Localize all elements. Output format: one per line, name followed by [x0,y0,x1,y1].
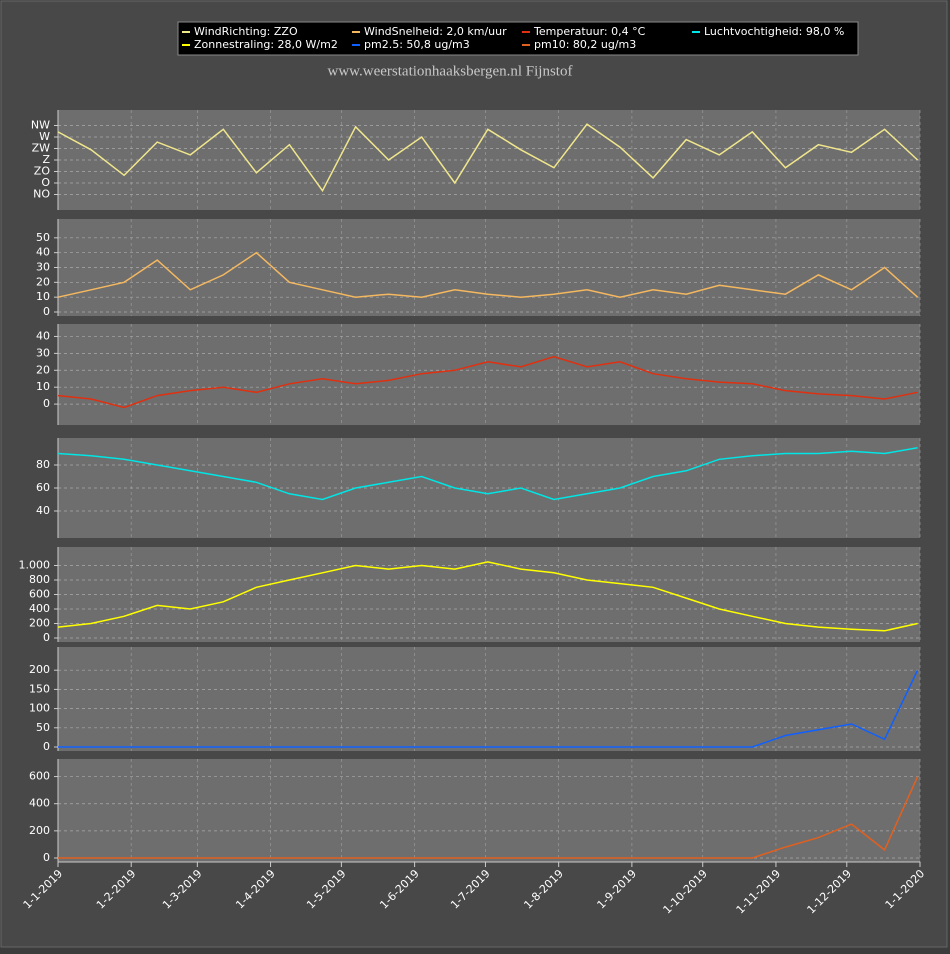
y-tick-label: 50 [36,231,50,244]
y-tick-label: 0 [43,851,50,864]
y-tick-label: 400 [29,797,50,810]
y-tick-label: 20 [36,275,50,288]
plot-area [58,647,920,751]
y-tick-label: 100 [29,702,50,715]
y-tick-label: 10 [36,380,50,393]
y-tick-label: 800 [29,573,50,586]
y-tick-label: 60 [36,481,50,494]
series-line [57,447,918,501]
plot-area [58,110,920,210]
y-tick-label: 40 [36,329,50,342]
y-tick-label: 40 [36,504,50,517]
series-line [57,123,919,193]
y-tick-label: 80 [36,458,50,471]
y-tick-label: 0 [43,305,50,318]
chart-title: www.weerstationhaaksbergen.nl Fijnstof [328,63,573,79]
y-tick-label: NO [33,188,50,201]
plot-area [58,759,920,862]
y-tick-label: 150 [29,682,50,695]
y-tick-label: 30 [36,261,50,274]
plot-area [58,324,920,425]
legend-label: pm2.5: 50,8 ug/m3 [364,38,470,51]
series-line [57,355,918,409]
plot-area [58,219,920,316]
y-tick-label: 10 [36,290,50,303]
y-tick-label: W [39,130,50,143]
y-tick-label: 200 [29,824,50,837]
legend-label: WindRichting: ZZO [194,25,298,38]
legend-label: pm10: 80,2 ug/m3 [534,38,636,51]
y-tick-label: 20 [36,363,50,376]
y-tick-label: ZO [34,165,51,178]
series-line [57,251,919,298]
legend-label: Luchtvochtigheid: 98,0 % [704,25,844,38]
series-line [57,561,918,632]
y-tick-label: 0 [43,631,50,644]
y-tick-label: 0 [43,397,50,410]
legend-box [177,21,859,56]
y-tick-label: 1.000 [19,559,51,572]
y-tick-label: 600 [29,770,50,783]
y-tick-label: 40 [36,246,50,259]
series-line [58,669,919,748]
legend-label: Temperatuur: 0,4 °C [533,25,646,38]
y-tick-label: O [41,176,50,189]
legend-label: Zonnestraling: 28,0 W/m2 [194,38,338,51]
y-tick-label: 30 [36,346,50,359]
series-line [58,776,919,859]
legend-label: WindSnelheid: 2,0 km/uur [364,25,507,38]
y-tick-label: 200 [29,663,50,676]
y-tick-label: Z [42,153,50,166]
y-tick-label: ZW [32,142,51,155]
y-tick-label: 400 [29,602,50,615]
y-tick-label: 200 [29,617,50,630]
y-tick-label: NW [31,119,50,132]
y-tick-label: 0 [43,740,50,753]
y-tick-label: 600 [29,588,50,601]
y-tick-label: 50 [36,721,50,734]
